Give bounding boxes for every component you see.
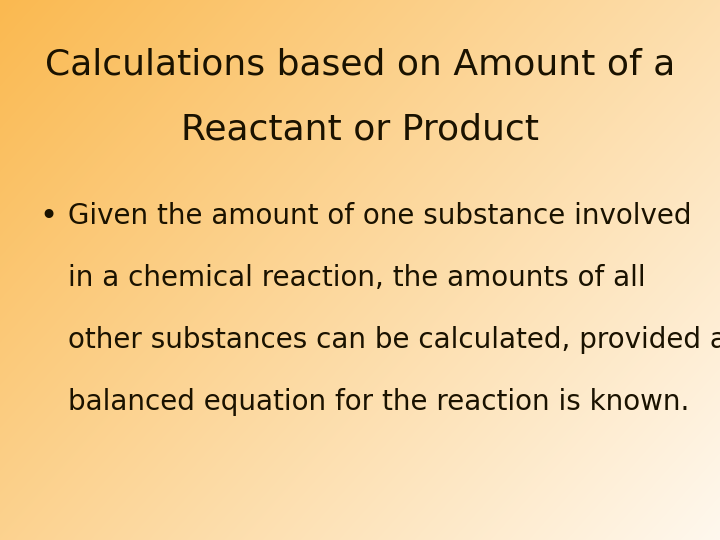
Text: Calculations based on Amount of a: Calculations based on Amount of a xyxy=(45,48,675,82)
Text: Reactant or Product: Reactant or Product xyxy=(181,113,539,146)
Text: other substances can be calculated, provided a: other substances can be calculated, prov… xyxy=(68,326,720,354)
Text: balanced equation for the reaction is known.: balanced equation for the reaction is kn… xyxy=(68,388,690,416)
Text: •: • xyxy=(40,201,58,231)
Text: Given the amount of one substance involved: Given the amount of one substance involv… xyxy=(68,202,692,230)
Text: in a chemical reaction, the amounts of all: in a chemical reaction, the amounts of a… xyxy=(68,264,646,292)
